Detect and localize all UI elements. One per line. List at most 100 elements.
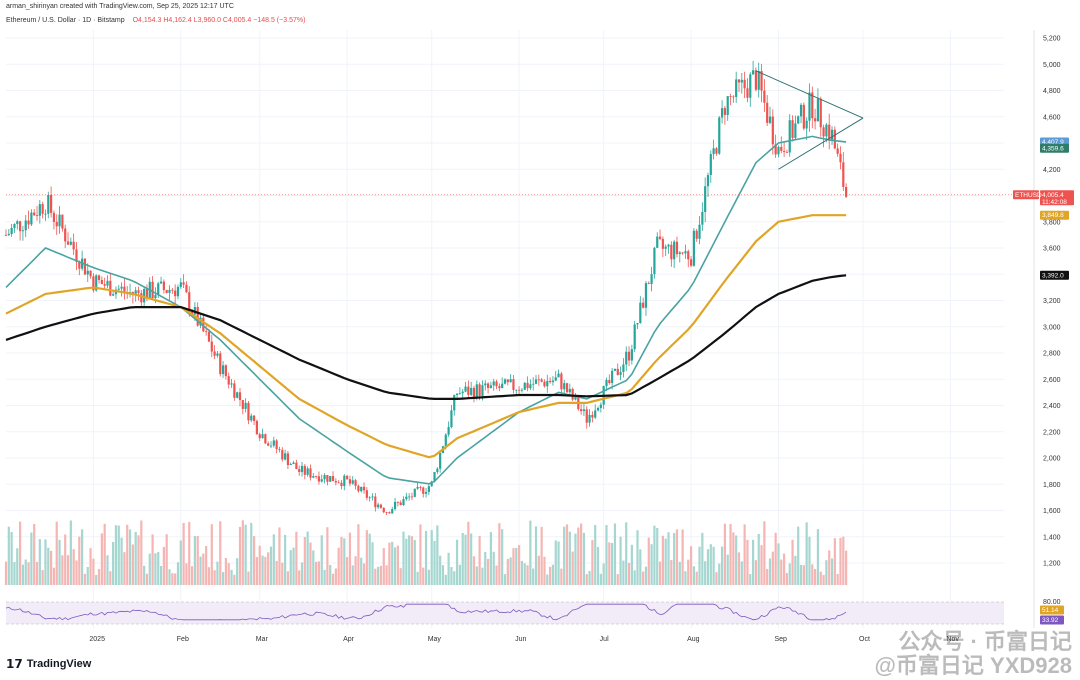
candle-body <box>470 387 473 395</box>
volume-bar <box>399 568 402 585</box>
candle-body <box>402 499 405 506</box>
credit-text: arman_shirinyan created with TradingView… <box>6 3 234 10</box>
y-tick-label: 3,000 <box>1043 324 1061 331</box>
candle-body <box>241 400 244 409</box>
candle-body <box>737 79 741 83</box>
volume-bar <box>140 520 143 585</box>
volume-bar <box>52 567 56 585</box>
y-tick-label: 2,000 <box>1043 456 1061 463</box>
volume-bar <box>331 573 335 585</box>
volume-bar <box>658 561 662 585</box>
candle-body <box>286 453 290 466</box>
volume-bar <box>252 536 256 585</box>
candle-body <box>30 212 33 225</box>
candle-body <box>210 341 213 352</box>
price-tag <box>1040 210 1069 220</box>
candle-body <box>839 153 842 163</box>
volume-bar <box>794 555 797 585</box>
candle-body <box>374 496 377 508</box>
volume-bar <box>346 557 349 585</box>
candle-body <box>613 368 617 371</box>
candle-body <box>845 186 848 197</box>
candle-body <box>340 482 343 487</box>
candle-body <box>591 414 594 418</box>
candle-body <box>413 488 416 497</box>
volume-bar <box>760 545 763 585</box>
candle-body <box>7 233 10 236</box>
candle-body <box>315 476 318 477</box>
candle-body <box>563 383 566 390</box>
volume-bar <box>653 525 656 585</box>
candle-body <box>704 186 707 212</box>
volume-bar <box>814 569 817 585</box>
volume-bar <box>272 534 275 585</box>
candle-body <box>422 487 425 494</box>
candle-body <box>207 331 211 342</box>
volume-bar <box>213 570 216 585</box>
candle-body <box>250 415 253 421</box>
volume-bar <box>315 561 318 585</box>
candle-body <box>780 146 783 151</box>
volume-bar <box>81 529 84 585</box>
volume-bar <box>475 566 478 585</box>
volume-bar <box>777 543 780 585</box>
ema-line <box>5 214 847 459</box>
candle-body <box>284 453 287 460</box>
price-tag-label: 3,392.0 <box>1042 272 1064 279</box>
volume-bar <box>188 521 191 585</box>
volume-bar <box>797 526 800 585</box>
candle-body <box>771 116 774 145</box>
candle-body <box>596 407 600 411</box>
candle-body <box>622 364 625 372</box>
candle-body <box>78 261 81 269</box>
candle-body <box>252 415 256 421</box>
candle-body <box>33 212 36 216</box>
volume-bar <box>720 546 724 585</box>
candle-body <box>351 480 354 484</box>
candle-body <box>219 353 222 375</box>
volume-bar <box>780 559 783 585</box>
candle-body <box>833 129 836 149</box>
volume-bar <box>472 556 476 585</box>
volume-bar <box>650 544 653 585</box>
volume-bar <box>656 527 659 585</box>
volume-bar <box>611 543 614 585</box>
volume-bar <box>216 561 219 585</box>
volume-bar <box>763 521 766 585</box>
candle-body <box>176 286 180 297</box>
candle-body <box>740 79 743 83</box>
candle-body <box>50 195 53 213</box>
candle-body <box>103 284 106 286</box>
volume-bar <box>732 532 735 585</box>
volume-bar <box>495 565 498 585</box>
candle-body <box>24 220 27 231</box>
candle-body <box>92 276 95 291</box>
volume-bar <box>447 552 450 585</box>
candle-body <box>174 290 177 297</box>
candle-body <box>165 290 168 293</box>
candle-body <box>791 120 794 138</box>
volume-bar <box>822 574 825 585</box>
x-tick-label: Nov <box>946 636 959 643</box>
rsi-tag <box>1040 605 1064 615</box>
volume-bar <box>348 532 352 585</box>
tradingview-logo[interactable]: 𝟭𝟳 TradingView <box>6 657 91 671</box>
candle-body <box>546 380 549 387</box>
candle-body <box>227 376 230 385</box>
volume-bar <box>644 566 648 585</box>
volume-bar <box>86 566 89 585</box>
volume-bar <box>819 571 822 585</box>
volume-bar <box>66 555 70 585</box>
candle-body <box>580 409 583 412</box>
volume-bar <box>100 533 103 585</box>
candle-body <box>365 490 368 498</box>
candle-body <box>52 212 56 222</box>
volume-bar <box>625 522 628 585</box>
volume-bar <box>591 540 594 585</box>
symbol-tag <box>1013 190 1039 200</box>
volume-bar <box>687 559 690 585</box>
volume-bar <box>616 574 619 585</box>
y-tick-label: 1,800 <box>1043 482 1061 489</box>
symbol-name[interactable]: Ethereum / U.S. Dollar · 1D · Bitstamp <box>6 17 125 24</box>
